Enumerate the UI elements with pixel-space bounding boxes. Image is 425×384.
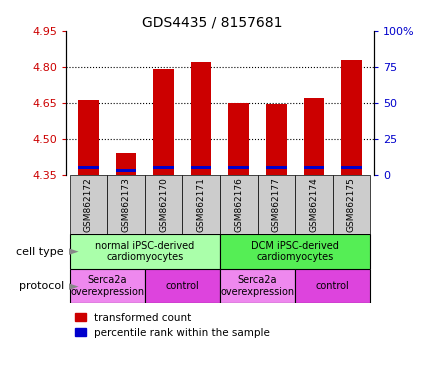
Bar [191,62,212,175]
Legend: transformed count, percentile rank within the sample: transformed count, percentile rank withi… [71,309,274,342]
Bar [78,100,99,175]
Bar [228,103,249,175]
Bar [191,166,212,169]
Bar [295,269,370,303]
Text: Serca2a
overexpression: Serca2a overexpression [221,275,295,297]
Bar [182,175,220,234]
Text: GSM862170: GSM862170 [159,177,168,232]
Bar [303,166,324,169]
Text: ►: ► [65,245,79,258]
Bar [78,166,99,169]
Bar [145,175,182,234]
Text: GSM862174: GSM862174 [309,177,318,232]
Text: cell type: cell type [16,247,64,257]
Text: normal iPSC-derived
cardiomyocytes: normal iPSC-derived cardiomyocytes [95,241,194,262]
Text: control: control [165,281,199,291]
Text: GSM862173: GSM862173 [122,177,130,232]
Bar [333,175,370,234]
Text: GSM862177: GSM862177 [272,177,281,232]
Bar [70,269,145,303]
Bar [145,269,220,303]
Bar [107,175,145,234]
Bar [303,98,324,175]
Text: GSM862175: GSM862175 [347,177,356,232]
Text: GDS4435 / 8157681: GDS4435 / 8157681 [142,15,283,29]
Bar [220,234,370,269]
Bar [258,175,295,234]
Bar [153,69,174,175]
Text: GSM862171: GSM862171 [197,177,206,232]
Bar [70,175,107,234]
Text: protocol: protocol [19,281,64,291]
Text: DCM iPSC-derived
cardiomyocytes: DCM iPSC-derived cardiomyocytes [251,241,339,262]
Bar [266,104,286,175]
Bar [116,169,136,172]
Bar [116,153,136,175]
Bar [220,175,258,234]
Text: GSM862172: GSM862172 [84,177,93,232]
Bar [295,175,333,234]
Text: GSM862176: GSM862176 [234,177,243,232]
Bar [341,166,362,169]
Bar [266,166,286,169]
Text: control: control [316,281,349,291]
Bar [70,234,220,269]
Bar [153,166,174,169]
Bar [341,60,362,175]
Bar [220,269,295,303]
Text: ►: ► [65,280,79,293]
Bar [228,166,249,169]
Text: Serca2a
overexpression: Serca2a overexpression [70,275,144,297]
